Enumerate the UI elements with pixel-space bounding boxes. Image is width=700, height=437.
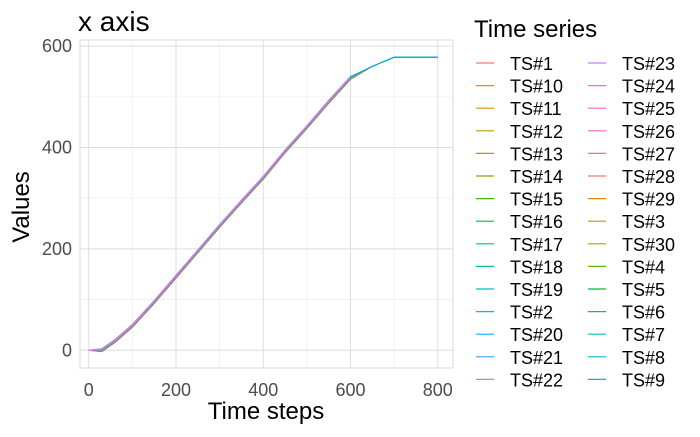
legend-label: TS#15 [510, 190, 563, 210]
x-tick-label: 200 [161, 380, 191, 400]
y-tick-labels: 0 200 400 600 [42, 36, 72, 360]
legend-label: TS#17 [510, 235, 563, 255]
legend-label: TS#12 [510, 122, 563, 142]
plot-border [79, 39, 454, 369]
legend-label: TS#3 [622, 212, 665, 232]
legend-label: TS#10 [510, 77, 563, 97]
plot-panel [80, 40, 453, 368]
legend-label: TS#5 [622, 280, 665, 300]
legend-label: TS#14 [510, 167, 563, 187]
series-lines [88, 56, 438, 353]
legend-label: TS#6 [622, 303, 665, 323]
legend-label: TS#9 [622, 370, 665, 390]
legend-label: TS#1 [510, 54, 553, 74]
legend-label: TS#2 [510, 303, 553, 323]
legend-label: TS#7 [622, 325, 665, 345]
x-tick-label: 0 [84, 380, 94, 400]
x-tick-label: 800 [423, 380, 453, 400]
x-axis-label: Time steps [208, 398, 324, 425]
y-tick-label: 200 [42, 239, 72, 259]
legend-label: TS#27 [622, 144, 675, 164]
legend-label: TS#21 [510, 348, 563, 368]
legend-label: TS#26 [622, 122, 675, 142]
legend-label: TS#22 [510, 370, 563, 390]
legend-label: TS#19 [510, 280, 563, 300]
x-tick-label: 600 [335, 380, 365, 400]
series-line [88, 76, 351, 351]
legend-label: TS#25 [622, 99, 675, 119]
legend-label: TS#30 [622, 235, 675, 255]
legend-label: TS#8 [622, 348, 665, 368]
legend-label: TS#29 [622, 190, 675, 210]
legend-label: TS#13 [510, 144, 563, 164]
legend-label: TS#16 [510, 212, 563, 232]
legend-label: TS#18 [510, 257, 563, 277]
y-tick-label: 400 [42, 137, 72, 157]
y-axis-label: Values [8, 171, 35, 243]
legend-label: TS#4 [622, 257, 665, 277]
y-tick-label: 600 [42, 36, 72, 56]
legend-label: TS#20 [510, 325, 563, 345]
legend-label: TS#23 [622, 54, 675, 74]
y-tick-label: 0 [62, 340, 72, 360]
legend-label: TS#24 [622, 77, 675, 97]
grid [79, 39, 454, 369]
legend-label: TS#28 [622, 167, 675, 187]
chart-title: x axis [78, 6, 150, 37]
legend-title: Time series [474, 16, 597, 43]
x-tick-labels: 0 200 400 600 800 [84, 380, 453, 400]
x-tick-label: 400 [248, 380, 278, 400]
legend-label: TS#11 [510, 99, 562, 119]
